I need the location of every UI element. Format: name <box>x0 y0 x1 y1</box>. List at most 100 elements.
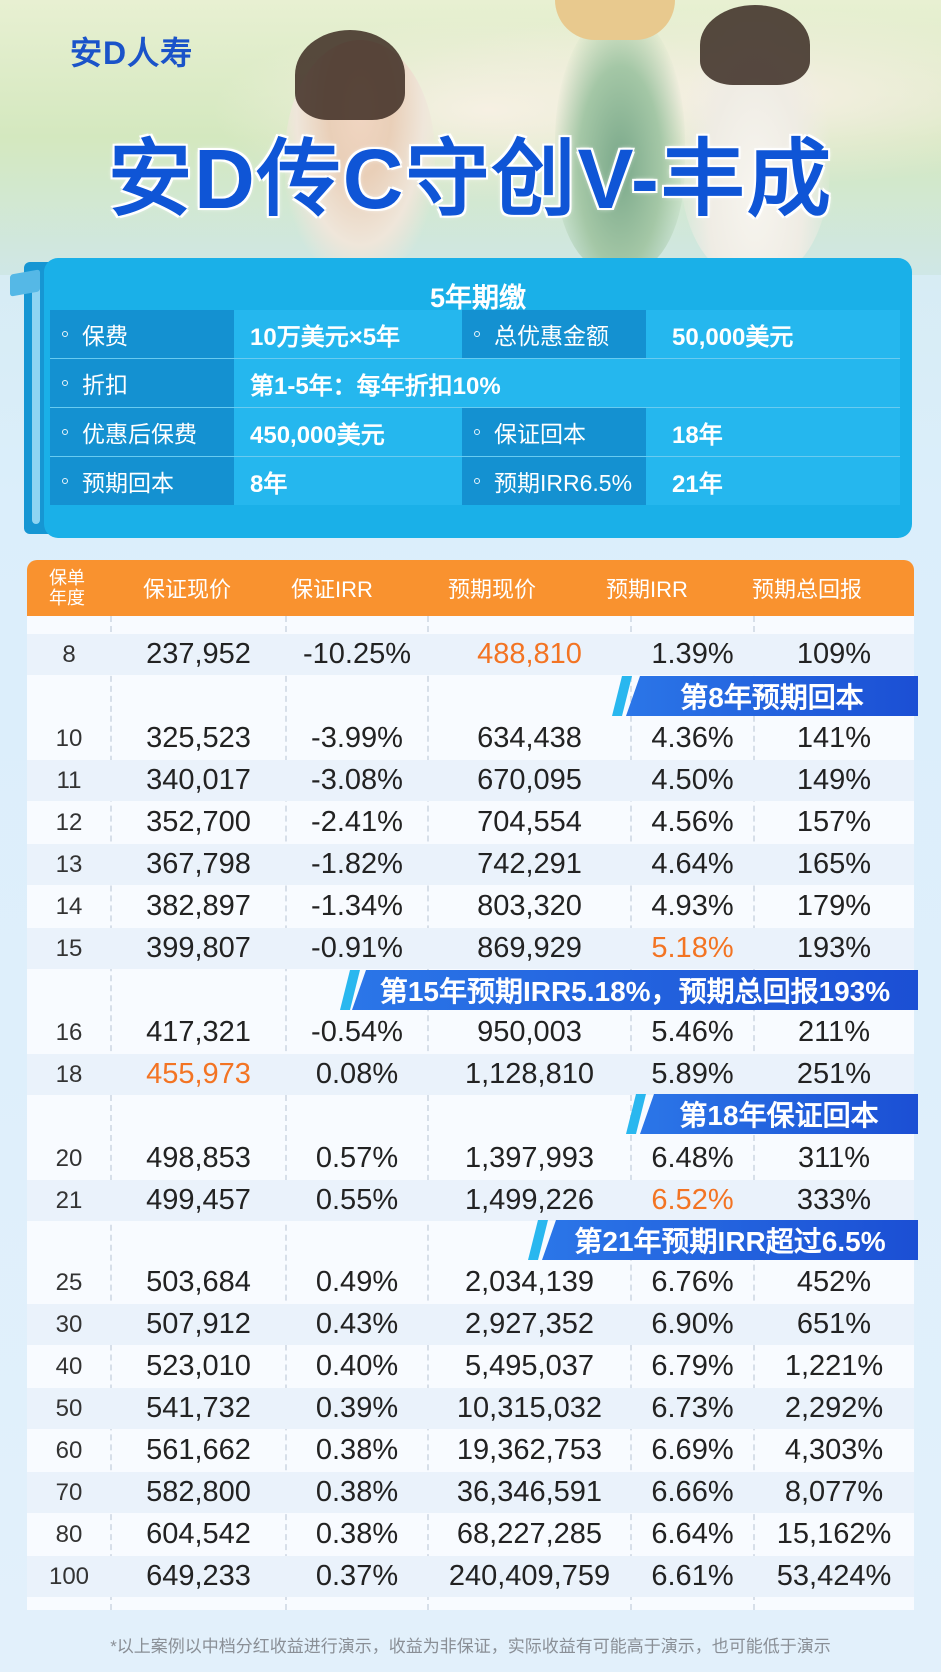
cell-year: 16 <box>55 1018 83 1046</box>
cell-expected-total: 8,077% <box>784 1476 884 1508</box>
cell-expected-total: 651% <box>796 1308 872 1340</box>
summary-row-net-premium: 优惠后保费 450,000美元 保证回本 18年 <box>50 408 900 457</box>
table-row: 16 417,321 -0.54% 950,003 5.46% 211% <box>27 1012 914 1053</box>
cell-guaranteed-irr: 0.57% <box>315 1142 399 1174</box>
summary-label: 预期IRR6.5% <box>494 470 633 496</box>
cell-year: 40 <box>55 1352 83 1380</box>
cell-guaranteed-irr: -2.41% <box>311 806 403 838</box>
cell-expected-irr: 6.76% <box>651 1266 734 1298</box>
cell-guaranteed-cv: 503,684 <box>146 1266 251 1298</box>
banner-year15-irr: 第15年预期IRR5.18%，预期总回报193% <box>352 970 918 1010</box>
cell-expected-total: 157% <box>796 806 872 838</box>
table-row: 21 499,457 0.55% 1,499,226 6.52% 333% <box>27 1180 914 1221</box>
cell-expected-cv: 803,320 <box>477 890 582 922</box>
summary-value: 8年 <box>234 457 462 505</box>
cell-year: 13 <box>55 850 83 878</box>
cell-guaranteed-cv: 523,010 <box>146 1350 251 1382</box>
table-row: 15 399,807 -0.91% 869,929 5.18% 193% <box>27 928 914 969</box>
summary-value: 第1-5年：每年折扣10% <box>234 359 900 407</box>
cell-expected-irr: 6.64% <box>651 1518 734 1550</box>
cell-expected-total: 2,292% <box>784 1392 884 1424</box>
cell-guaranteed-irr: -3.99% <box>311 722 403 754</box>
summary-heading: 5年期缴 <box>429 283 527 313</box>
cell-year: 21 <box>55 1186 83 1214</box>
cell-year: 10 <box>55 724 83 752</box>
cell-guaranteed-cv: 604,542 <box>146 1518 251 1550</box>
cell-expected-irr: 6.61% <box>651 1560 734 1592</box>
cell-guaranteed-irr: -3.08% <box>311 764 403 796</box>
cell-expected-cv: 950,003 <box>477 1016 582 1048</box>
cell-expected-cv: 634,438 <box>477 722 582 754</box>
table-row: 25 503,684 0.49% 2,034,139 6.76% 452% <box>27 1262 914 1303</box>
cell-guaranteed-irr: 0.38% <box>315 1518 399 1550</box>
photo-child <box>555 10 685 270</box>
cell-expected-cv: 1,499,226 <box>464 1184 594 1216</box>
cell-expected-total: 165% <box>796 848 872 880</box>
cell-expected-irr: 4.56% <box>651 806 734 838</box>
banner-year8-breakeven: 第8年预期回本 <box>626 676 918 716</box>
cell-guaranteed-cv: 367,798 <box>146 848 251 880</box>
cell-guaranteed-irr: 0.43% <box>315 1308 399 1340</box>
cell-year: 14 <box>55 892 83 920</box>
table-row: 18 455,973 0.08% 1,128,810 5.89% 251% <box>27 1054 914 1095</box>
banner-year21-irr: 第21年预期IRR超过6.5% <box>542 1220 918 1260</box>
table-row: 11 340,017 -3.08% 670,095 4.50% 149% <box>27 760 914 801</box>
header-year: 保单年度 <box>49 568 85 608</box>
cell-expected-irr: 4.36% <box>651 722 734 754</box>
cell-expected-cv: 2,927,352 <box>464 1308 594 1340</box>
cell-year: 70 <box>55 1478 83 1506</box>
summary-value: 50,000美元 <box>646 310 900 358</box>
cell-expected-total: 333% <box>796 1184 872 1216</box>
bullet-icon <box>474 478 480 484</box>
summary-label: 优惠后保费 <box>82 421 197 447</box>
cell-guaranteed-cv: 417,321 <box>146 1016 251 1048</box>
cell-expected-irr: 6.66% <box>651 1476 734 1508</box>
cell-year: 18 <box>55 1060 83 1088</box>
cell-expected-irr: 6.73% <box>651 1392 734 1424</box>
cell-expected-cv: 742,291 <box>477 848 582 880</box>
cell-guaranteed-cv: 499,457 <box>146 1184 251 1216</box>
cell-guaranteed-irr: 0.38% <box>315 1476 399 1508</box>
cell-expected-total: 211% <box>797 1016 871 1048</box>
summary-row-premium: 保费 10万美元×5年 总优惠金额 50,000美元 <box>50 310 900 359</box>
summary-value: 18年 <box>646 408 900 456</box>
table-row: 80 604,542 0.38% 68,227,285 6.64% 15,162% <box>27 1514 914 1555</box>
cell-expected-total: 141% <box>796 722 872 754</box>
cell-guaranteed-irr: -1.82% <box>311 848 403 880</box>
cell-expected-cv: 240,409,759 <box>448 1560 611 1592</box>
cell-guaranteed-irr: 0.55% <box>315 1184 399 1216</box>
cell-expected-cv: 488,810 <box>477 638 582 670</box>
photo-child-hat <box>555 0 675 40</box>
summary-card: 5年期缴 保费 10万美元×5年 总优惠金额 50,000美元 折扣 第1-5年… <box>44 258 912 538</box>
cell-guaranteed-cv: 340,017 <box>146 764 251 796</box>
column-divider <box>630 616 632 1610</box>
cell-expected-cv: 68,227,285 <box>456 1518 603 1550</box>
cell-guaranteed-cv: 541,732 <box>146 1392 251 1424</box>
cell-guaranteed-cv: 325,523 <box>146 722 251 754</box>
column-divider <box>427 616 429 1610</box>
cell-year: 8 <box>62 640 76 668</box>
cell-guaranteed-cv: 561,662 <box>146 1434 251 1466</box>
cell-expected-cv: 1,397,993 <box>464 1142 594 1174</box>
cell-expected-total: 452% <box>796 1266 872 1298</box>
cell-guaranteed-cv: 649,233 <box>146 1560 251 1592</box>
photo-man-hair <box>700 5 810 85</box>
footnote: *以上案例以中档分红收益进行演示，收益为非保证，实际收益有可能高于演示，也可能低… <box>110 1637 831 1656</box>
cell-expected-total: 4,303% <box>784 1434 884 1466</box>
cell-guaranteed-irr: -1.34% <box>311 890 403 922</box>
cell-guaranteed-irr: 0.37% <box>315 1560 399 1592</box>
cell-expected-cv: 36,346,591 <box>456 1476 603 1508</box>
cell-year: 60 <box>55 1436 83 1464</box>
summary-row-breakeven: 预期回本 8年 预期IRR6.5% 21年 <box>50 457 900 505</box>
table-row: 100 649,233 0.37% 240,409,759 6.61% 53,424% <box>27 1556 914 1597</box>
brand-logo-text: 安D人寿 <box>70 35 194 71</box>
cell-expected-irr: 6.79% <box>651 1350 734 1382</box>
cell-expected-irr: 6.90% <box>651 1308 734 1340</box>
header-expected-irr: 预期IRR <box>606 577 688 602</box>
summary-value: 450,000美元 <box>234 408 462 456</box>
header-expected-cv: 预期现价 <box>447 577 536 602</box>
cell-expected-cv: 704,554 <box>477 806 582 838</box>
bullet-icon <box>62 478 68 484</box>
bullet-icon <box>62 429 68 435</box>
cell-expected-irr: 5.46% <box>651 1016 734 1048</box>
